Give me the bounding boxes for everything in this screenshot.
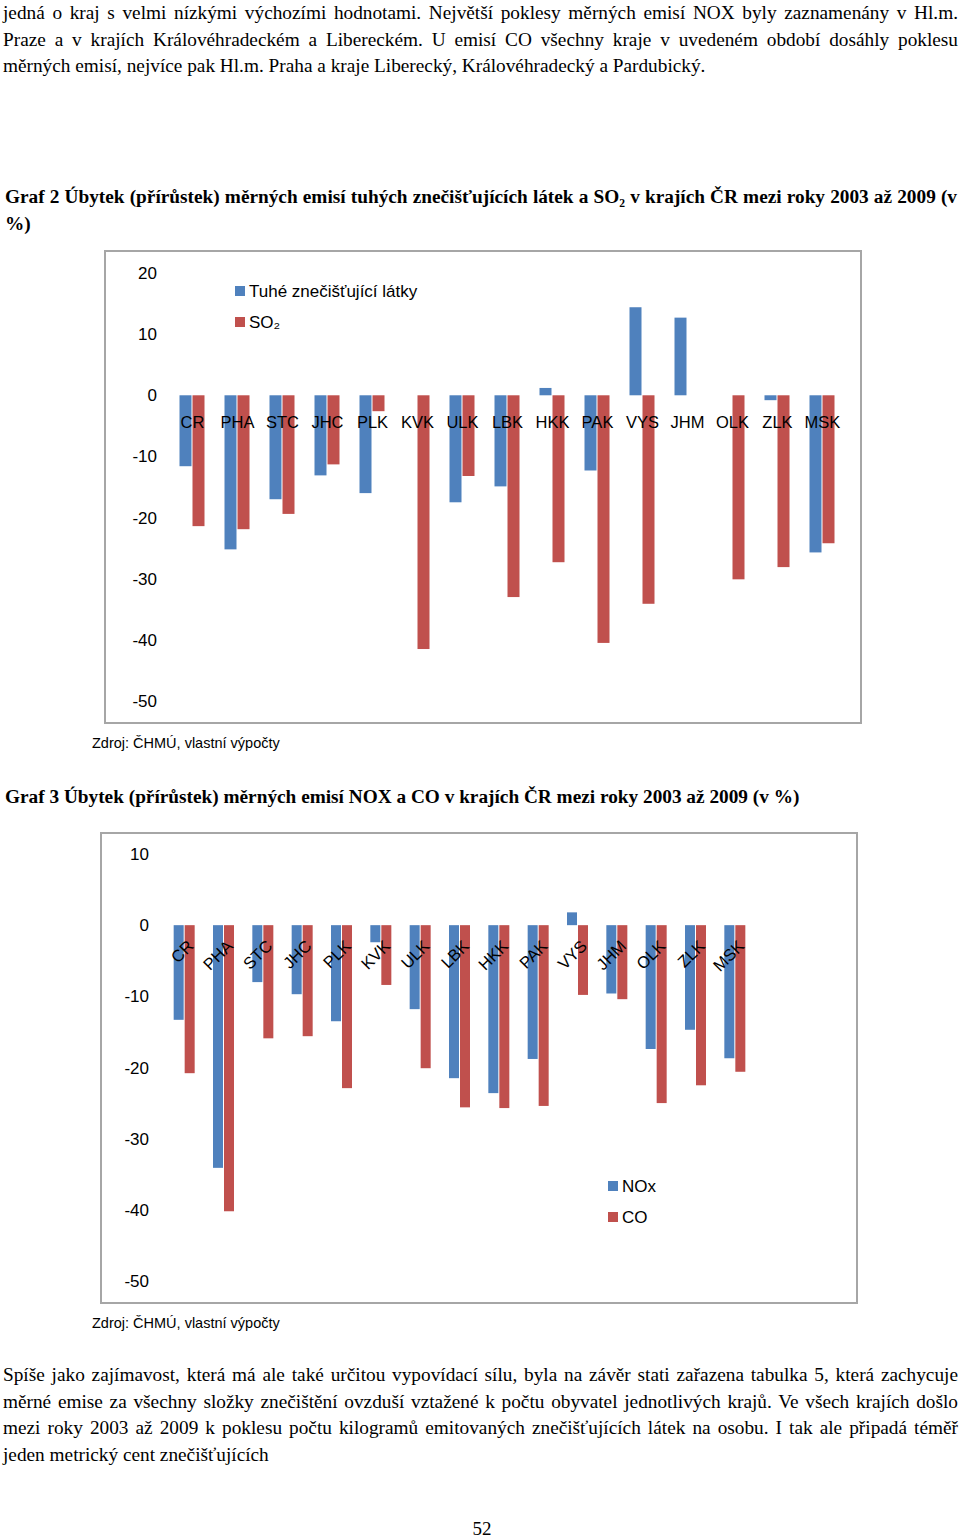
bar <box>360 395 372 493</box>
bar <box>578 925 588 995</box>
y-tick-label: -50 <box>124 1272 149 1291</box>
bar <box>688 395 700 396</box>
x-tick-label: ULK <box>397 937 432 972</box>
y-tick-label: -30 <box>124 1130 149 1149</box>
x-tick-label: VYS <box>554 937 590 973</box>
source-note: Zdroj: ČHMÚ, vlastní výpočty <box>92 1315 280 1331</box>
source-note: Zdroj: ČHMÚ, vlastní výpočty <box>92 735 280 751</box>
x-tick-label: MSK <box>709 937 747 975</box>
bar <box>630 307 642 395</box>
y-tick-label: -20 <box>124 1059 149 1078</box>
chart-frame <box>105 251 861 723</box>
bar <box>598 395 610 643</box>
y-tick-label: -20 <box>132 509 157 528</box>
y-tick-label: -40 <box>124 1201 149 1220</box>
x-tick-label: CR <box>181 413 205 431</box>
bar <box>495 395 507 486</box>
paragraph: Spíše jako zajímavost, která má ale také… <box>3 1362 958 1468</box>
bar <box>720 395 732 396</box>
legend-label: NOx <box>622 1177 657 1196</box>
y-tick-label: -10 <box>124 987 149 1006</box>
bars <box>180 307 835 649</box>
y-tick-label: -10 <box>132 447 157 466</box>
x-tick-label: ZLK <box>762 413 792 431</box>
chart-frame <box>101 833 857 1303</box>
x-tick-label: STC <box>239 937 275 973</box>
x-tick-label: KVK <box>357 937 393 973</box>
bars <box>174 912 746 1211</box>
bar <box>463 395 475 476</box>
legend: NOx CO <box>608 1177 657 1227</box>
chart-title: Graf 2 Úbytek (přírůstek) měrných emisí … <box>5 183 957 237</box>
y-tick-label: 0 <box>140 916 149 935</box>
legend-swatch <box>235 317 245 327</box>
legend-label: CO <box>622 1208 648 1227</box>
bar <box>567 912 577 925</box>
legend-label: Tuhé znečišťující látky <box>249 282 418 301</box>
y-tick-label: -50 <box>132 692 157 711</box>
bar <box>373 395 385 411</box>
bar <box>270 395 282 499</box>
x-tick-label: JHM <box>593 937 630 974</box>
y-tick-label: 10 <box>130 845 149 864</box>
bar <box>617 925 627 999</box>
page-number: 52 <box>0 1518 960 1539</box>
x-tick-label: JHM <box>671 413 705 431</box>
x-tick-label: STC <box>266 413 299 431</box>
legend-label: SO₂ <box>249 313 280 332</box>
y-tick-label: 0 <box>148 386 157 405</box>
chart: -50 -40 -30 -20 -10 0 10 20 CR PHA STC JHC PLK KVK ULK… <box>104 250 862 724</box>
bar <box>224 925 234 1211</box>
y-tick-label: 20 <box>138 264 157 283</box>
legend: Tuhé znečišťující látky SO₂ <box>235 282 418 332</box>
x-tick-label: JHC <box>279 937 314 972</box>
x-tick-label: LBK <box>492 413 523 431</box>
x-tick-label: MSK <box>805 413 841 431</box>
chart-title: Graf 3 Úbytek (přírůstek) měrných emisí … <box>5 783 957 810</box>
chart: -50 -40 -30 -20 -10 0 10 CRPHASTCJHCPLKKVKULKLB… <box>100 832 858 1304</box>
x-tick-label: OLK <box>716 413 749 431</box>
x-tick-label: OLK <box>633 937 669 973</box>
y-tick-label: 10 <box>138 325 157 344</box>
page: {"document": { "top_text": "jedná o kraj… <box>0 0 960 1539</box>
bar <box>450 395 462 502</box>
bar <box>315 395 327 475</box>
x-tick-label: PAK <box>582 413 614 431</box>
x-tick-label: HKK <box>536 413 570 431</box>
x-tick-label: PLK <box>319 937 354 972</box>
bar <box>585 395 597 470</box>
x-tick-label: VYS <box>626 413 659 431</box>
x-tick-label: HKK <box>475 937 512 974</box>
legend-swatch <box>608 1212 618 1222</box>
bar <box>540 388 552 395</box>
x-tick-label: JHC <box>311 413 343 431</box>
x-tick-label: CR <box>167 937 197 967</box>
y-tick-label: -30 <box>132 570 157 589</box>
x-tick-label: PHA <box>221 413 255 431</box>
paragraph: jedná o kraj s velmi nízkými výchozími h… <box>3 0 958 80</box>
bar <box>405 395 417 396</box>
legend-swatch <box>235 286 245 296</box>
x-tick-label: KVK <box>401 413 434 431</box>
x-tick-label: ULK <box>446 413 478 431</box>
bar <box>675 318 687 396</box>
x-tick-label: PHA <box>199 937 236 974</box>
x-tick-label: ZLK <box>674 937 708 971</box>
bar <box>765 395 777 400</box>
y-tick-label: -40 <box>132 631 157 650</box>
bar <box>418 395 430 649</box>
x-tick-label: PAK <box>516 937 551 972</box>
x-tick-label: PLK <box>357 413 388 431</box>
x-tick-label: LBK <box>437 937 472 972</box>
legend-swatch <box>608 1181 618 1191</box>
